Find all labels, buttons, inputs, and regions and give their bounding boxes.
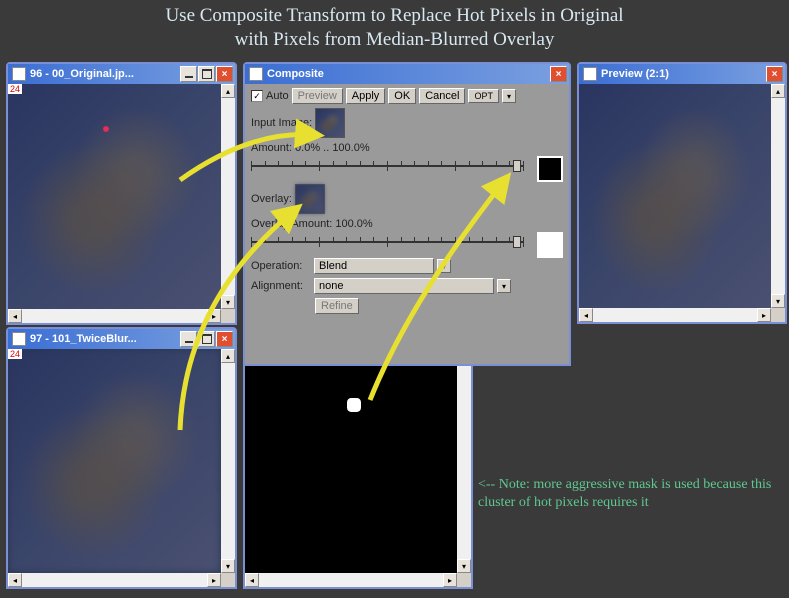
- scroll-down-button[interactable]: ▾: [221, 559, 235, 573]
- alignment-dropdown[interactable]: none: [314, 278, 494, 294]
- operation-label: Operation:: [251, 260, 311, 272]
- header-line-2: with Pixels from Median-Blurred Overlay: [0, 28, 789, 52]
- cancel-button[interactable]: Cancel: [419, 88, 465, 104]
- scroll-right-button[interactable]: ▸: [207, 573, 221, 587]
- horizontal-scrollbar[interactable]: ◂ ▸: [8, 309, 221, 323]
- note-arrow: <--: [478, 477, 495, 492]
- window-composite: Composite × ✓ Auto Preview Apply OK Canc…: [243, 62, 571, 366]
- overlay-label: Overlay:: [251, 193, 292, 205]
- preview-button[interactable]: Preview: [292, 88, 343, 104]
- mask-blob: [347, 398, 361, 412]
- amount-slider[interactable]: [251, 156, 563, 176]
- vertical-scrollbar[interactable]: ▴ ▾: [221, 84, 235, 309]
- scroll-right-button[interactable]: ▸: [207, 309, 221, 323]
- operation-dropdown[interactable]: Blend: [314, 258, 434, 274]
- tutorial-header: Use Composite Transform to Replace Hot P…: [0, 0, 789, 52]
- overlay-amount-slider[interactable]: [251, 232, 563, 252]
- amount-label: Amount: 0.0% .. 100.0%: [251, 142, 563, 154]
- titlebar[interactable]: 96 - 00_Original.jp... ×: [8, 64, 235, 84]
- app-icon: [12, 67, 26, 81]
- auto-checkbox[interactable]: ✓: [251, 90, 263, 102]
- apply-button[interactable]: Apply: [346, 88, 386, 104]
- window-title: 96 - 00_Original.jp...: [30, 68, 176, 80]
- alignment-label: Alignment:: [251, 280, 311, 292]
- horizontal-scrollbar[interactable]: ◂ ▸: [8, 573, 221, 587]
- close-button[interactable]: ×: [550, 66, 567, 82]
- amount-swatch[interactable]: [537, 156, 563, 182]
- titlebar[interactable]: Preview (2:1) ×: [579, 64, 785, 84]
- scroll-up-button[interactable]: ▴: [221, 349, 235, 363]
- overlay-swatch[interactable]: [537, 232, 563, 258]
- header-line-1: Use Composite Transform to Replace Hot P…: [0, 4, 789, 28]
- overlay-thumb[interactable]: [295, 184, 325, 214]
- close-button[interactable]: ×: [216, 66, 233, 82]
- scroll-up-button[interactable]: ▴: [771, 84, 785, 98]
- vertical-scrollbar[interactable]: ▴ ▾: [457, 349, 471, 573]
- vertical-scrollbar[interactable]: ▴ ▾: [771, 84, 785, 308]
- input-image-label: Input Image:: [251, 117, 312, 129]
- image-content: [579, 84, 771, 308]
- image-content: [8, 349, 221, 573]
- annotation-note: <-- Note: more aggressive mask is used b…: [478, 476, 778, 512]
- input-image-thumb[interactable]: [315, 108, 345, 138]
- opt-button[interactable]: OPT: [468, 89, 499, 103]
- titlebar[interactable]: 97 - 101_TwiceBlur... ×: [8, 329, 235, 349]
- window-mask: 98 - HotMask2.png ... × 8 ▴ ▾ ◂ ▸: [243, 327, 473, 589]
- overlay-amount-label: Overlay Amount: 100.0%: [251, 218, 563, 230]
- restore-button[interactable]: [198, 331, 215, 347]
- scroll-left-button[interactable]: ◂: [8, 573, 22, 587]
- chevron-down-icon[interactable]: ▾: [497, 279, 511, 293]
- minimize-button[interactable]: [180, 66, 197, 82]
- alignment-value: none: [319, 280, 343, 292]
- note-text: Note: more aggressive mask is used becau…: [478, 477, 771, 510]
- image-content: [8, 84, 221, 309]
- hot-pixel: [103, 126, 109, 132]
- zoom-indicator: 24: [8, 349, 22, 359]
- ok-button[interactable]: OK: [388, 88, 416, 104]
- scroll-right-button[interactable]: ▸: [443, 573, 457, 587]
- close-button[interactable]: ×: [216, 331, 233, 347]
- window-blurred: 97 - 101_TwiceBlur... × 24 ▴ ▾ ◂ ▸: [6, 327, 237, 589]
- scroll-down-button[interactable]: ▾: [221, 295, 235, 309]
- restore-button[interactable]: [198, 66, 215, 82]
- scroll-up-button[interactable]: ▴: [221, 84, 235, 98]
- window-title: 97 - 101_TwiceBlur...: [30, 333, 176, 345]
- app-icon: [583, 67, 597, 81]
- opt-dropdown-icon[interactable]: ▾: [502, 89, 516, 103]
- refine-button[interactable]: Refine: [315, 298, 359, 314]
- window-original: 96 - 00_Original.jp... × 24 ▴ ▾ ◂ ▸: [6, 62, 237, 325]
- horizontal-scrollbar[interactable]: ◂ ▸: [245, 573, 457, 587]
- scroll-left-button[interactable]: ◂: [8, 309, 22, 323]
- titlebar[interactable]: Composite ×: [245, 64, 569, 84]
- scroll-down-button[interactable]: ▾: [771, 294, 785, 308]
- scroll-down-button[interactable]: ▾: [457, 559, 471, 573]
- scroll-left-button[interactable]: ◂: [245, 573, 259, 587]
- app-icon: [12, 332, 26, 346]
- vertical-scrollbar[interactable]: ▴ ▾: [221, 349, 235, 573]
- close-button[interactable]: ×: [766, 66, 783, 82]
- window-title: Composite: [267, 68, 546, 80]
- minimize-button[interactable]: [180, 331, 197, 347]
- scroll-left-button[interactable]: ◂: [579, 308, 593, 322]
- zoom-indicator: 24: [8, 84, 22, 94]
- operation-value: Blend: [319, 260, 347, 272]
- horizontal-scrollbar[interactable]: ◂ ▸: [579, 308, 771, 322]
- chevron-down-icon[interactable]: ▾: [437, 259, 451, 273]
- scroll-right-button[interactable]: ▸: [757, 308, 771, 322]
- auto-label: Auto: [266, 90, 289, 102]
- window-title: Preview (2:1): [601, 68, 762, 80]
- app-icon: [249, 67, 263, 81]
- window-preview: Preview (2:1) × ▴ ▾ ◂ ▸: [577, 62, 787, 324]
